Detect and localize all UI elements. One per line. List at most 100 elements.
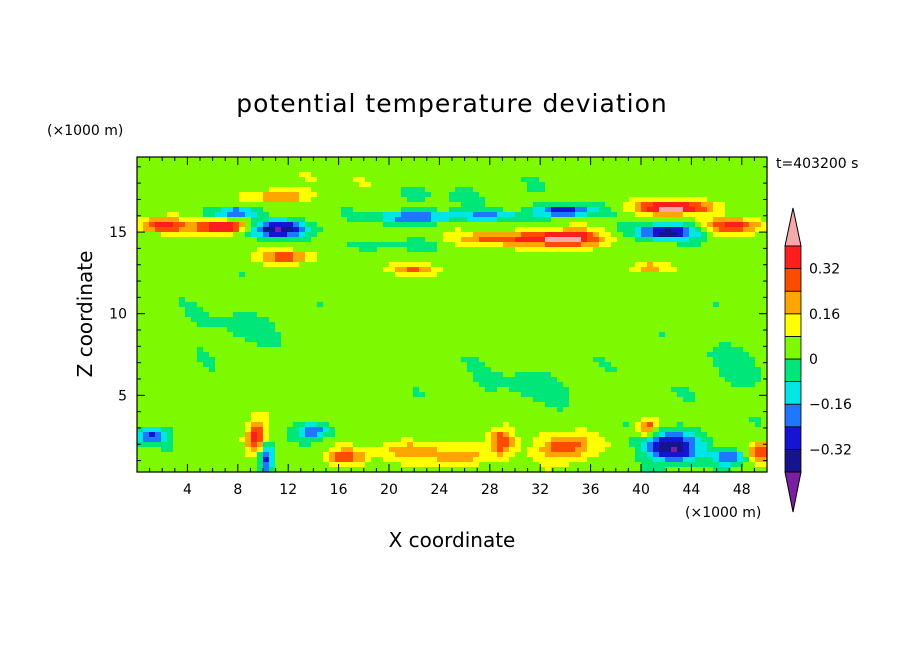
field-cell <box>575 277 582 283</box>
field-cell <box>443 292 450 298</box>
field-cell <box>137 267 144 273</box>
field-cell <box>347 457 354 463</box>
field-cell <box>575 452 582 458</box>
field-cell <box>443 222 450 228</box>
field-cell <box>503 427 510 433</box>
field-cell <box>377 372 384 378</box>
field-cell <box>467 187 474 193</box>
field-cell <box>281 427 288 433</box>
field-cell <box>581 312 588 318</box>
field-cell <box>509 467 516 473</box>
field-cell <box>227 307 234 313</box>
field-cell <box>239 397 246 403</box>
field-cell <box>551 317 558 323</box>
field-cell <box>341 342 348 348</box>
field-cell <box>197 297 204 303</box>
field-cell <box>173 172 180 178</box>
field-cell <box>221 197 228 203</box>
field-cell <box>173 397 180 403</box>
field-cell <box>581 377 588 383</box>
field-cell <box>311 432 318 438</box>
field-cell <box>569 262 576 268</box>
field-cell <box>575 442 582 448</box>
field-cell <box>437 412 444 418</box>
field-cell <box>245 432 252 438</box>
field-cell <box>527 237 534 243</box>
field-cell <box>365 357 372 363</box>
field-cell <box>251 412 258 418</box>
field-cell <box>449 407 456 413</box>
field-cell <box>581 442 588 448</box>
field-cell <box>347 382 354 388</box>
field-cell <box>467 462 474 468</box>
field-cell <box>599 227 606 233</box>
field-cell <box>557 197 564 203</box>
field-cell <box>215 257 222 263</box>
field-cell <box>539 182 546 188</box>
field-cell <box>251 237 258 243</box>
field-cell <box>305 412 312 418</box>
field-cell <box>173 452 180 458</box>
field-cell <box>203 242 210 248</box>
field-cell <box>437 467 444 473</box>
field-cell <box>575 387 582 393</box>
field-cell <box>371 282 378 288</box>
field-cell <box>527 327 534 333</box>
field-cell <box>527 422 534 428</box>
field-cell <box>191 357 198 363</box>
field-cell <box>509 367 516 373</box>
field-cell <box>473 157 480 163</box>
field-cell <box>287 297 294 303</box>
field-cell <box>269 337 276 343</box>
field-cell <box>521 342 528 348</box>
field-cell <box>461 332 468 338</box>
field-cell <box>551 422 558 428</box>
field-cell <box>431 412 438 418</box>
field-cell <box>365 417 372 423</box>
field-cell <box>275 452 282 458</box>
field-cell <box>179 407 186 413</box>
field-cell <box>179 317 186 323</box>
field-cell <box>461 187 468 193</box>
field-cell <box>503 267 510 273</box>
field-cell <box>539 272 546 278</box>
field-cell <box>407 317 414 323</box>
field-cell <box>425 197 432 203</box>
field-cell <box>515 227 522 233</box>
field-cell <box>431 287 438 293</box>
field-cell <box>509 157 516 163</box>
field-cell <box>251 297 258 303</box>
field-cell <box>581 387 588 393</box>
field-cell <box>491 332 498 338</box>
field-cell <box>293 392 300 398</box>
field-cell <box>221 362 228 368</box>
field-cell <box>539 427 546 433</box>
field-cell <box>479 377 486 383</box>
field-cell <box>269 247 276 253</box>
field-cell <box>455 402 462 408</box>
field-cell <box>377 397 384 403</box>
field-cell <box>515 322 522 328</box>
field-cell <box>365 377 372 383</box>
field-cell <box>425 367 432 373</box>
field-cell <box>509 187 516 193</box>
field-cell <box>467 202 474 208</box>
field-cell <box>137 307 144 313</box>
field-cell <box>491 442 498 448</box>
field-cell <box>323 182 330 188</box>
field-cell <box>353 257 360 263</box>
field-cell <box>179 247 186 253</box>
field-cell <box>395 252 402 258</box>
field-cell <box>173 162 180 168</box>
field-cell <box>359 282 366 288</box>
field-cell <box>419 392 426 398</box>
field-cell <box>407 417 414 423</box>
field-cell <box>353 402 360 408</box>
field-cell <box>359 397 366 403</box>
field-cell <box>329 187 336 193</box>
field-cell <box>413 362 420 368</box>
field-cell <box>167 157 174 163</box>
field-cell <box>281 317 288 323</box>
field-cell <box>245 182 252 188</box>
field-cell <box>431 302 438 308</box>
